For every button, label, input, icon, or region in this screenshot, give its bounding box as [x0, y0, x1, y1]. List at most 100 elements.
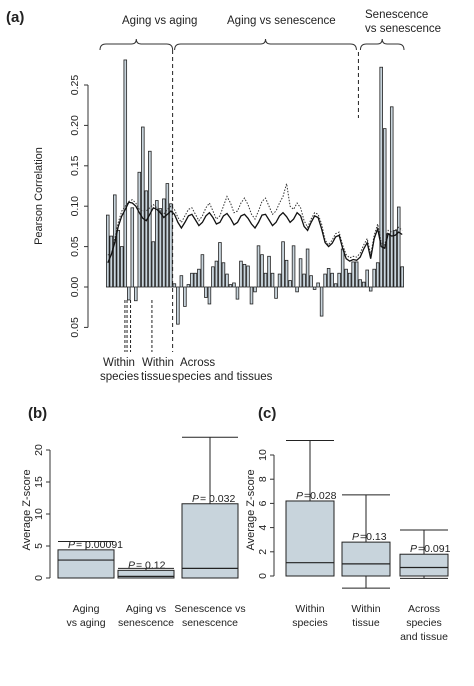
correlation-bar — [260, 254, 264, 288]
correlation-bar — [256, 245, 261, 288]
correlation-bar — [295, 286, 299, 293]
correlation-bar — [197, 268, 201, 288]
correlation-bar — [379, 66, 383, 288]
lines-a — [107, 183, 403, 264]
correlation-bar — [123, 59, 128, 288]
y-tick-label: 2 — [257, 549, 269, 555]
correlation-bar — [323, 273, 327, 288]
group-braces — [99, 38, 405, 51]
panel-b-label: (b) — [28, 405, 47, 422]
correlation-bar — [253, 286, 257, 293]
p-value-label: P — [352, 531, 359, 543]
correlation-bar — [291, 245, 296, 288]
correlation-bar — [193, 272, 198, 288]
correlation-bar — [351, 261, 355, 288]
correlation-bar — [344, 268, 348, 288]
correlation-bar — [284, 259, 289, 288]
correlation-bar — [141, 126, 145, 288]
box-iqr — [181, 503, 239, 579]
solid-line — [107, 201, 403, 264]
dotted-line — [107, 183, 403, 259]
correlation-bar — [361, 281, 366, 288]
category-label: and tissue — [400, 631, 448, 643]
correlation-bar — [337, 272, 341, 288]
sub-label-species-tissues: species and tissues — [172, 371, 273, 383]
correlation-bar — [298, 258, 303, 288]
p-value-number: = 0.12 — [136, 559, 166, 571]
box-iqr — [117, 569, 175, 579]
correlation-bar — [120, 246, 124, 288]
y-axis-a: 0.00 0.05 0.10 0.15 0.20 0.25 0.05 — [69, 75, 89, 338]
correlation-bar — [358, 279, 362, 288]
y-tick-label: 0.05 — [69, 317, 81, 338]
category-label: Senescence vs — [174, 603, 245, 615]
category-label: senescence — [182, 617, 238, 629]
brace-senescence — [359, 38, 405, 51]
group-label-senescence-2: vs senescence — [365, 23, 441, 35]
category-label: Aging vs — [126, 603, 166, 615]
correlation-bar — [179, 275, 184, 288]
correlation-bar — [316, 282, 320, 288]
correlation-bar — [190, 272, 194, 288]
correlation-bar — [281, 241, 285, 288]
correlation-bar — [172, 283, 177, 288]
correlation-bar — [158, 208, 163, 288]
correlation-bar — [319, 286, 324, 317]
correlation-bar — [330, 272, 334, 288]
sub-label-species: species — [100, 371, 139, 383]
category-label: Within — [351, 603, 380, 615]
correlation-bar — [347, 272, 352, 288]
p-value-number: =0.13 — [360, 531, 387, 543]
y-tick-label: 8 — [257, 476, 269, 482]
correlation-bar — [375, 262, 380, 288]
correlation-bar — [144, 190, 149, 288]
correlation-bar — [393, 230, 397, 288]
correlation-bar — [130, 207, 135, 288]
correlation-bar — [137, 171, 142, 288]
y-axis-label-a: Pearson Correlation — [33, 147, 45, 245]
correlation-bar — [127, 286, 131, 301]
dividers-a — [124, 50, 359, 352]
category-label: species — [406, 617, 442, 629]
brace-aging — [99, 38, 174, 51]
group-label-senescence-1: Senescence — [365, 9, 428, 21]
correlation-bar — [333, 283, 338, 288]
p-value-number: =0.028 — [304, 490, 337, 502]
correlation-bar — [270, 272, 275, 288]
sub-label-across: Across — [180, 357, 215, 369]
y-tick-label: 0 — [257, 573, 269, 579]
box-iqr — [57, 549, 115, 579]
y-tick-label: 20 — [33, 444, 45, 456]
y-tick-label: 15 — [33, 476, 45, 488]
y-tick-label: 0.20 — [69, 115, 81, 136]
y-tick-label: 0.05 — [69, 236, 81, 257]
correlation-bar — [239, 260, 243, 288]
box-iqr — [285, 500, 335, 577]
correlation-bar — [267, 255, 271, 288]
sub-label-within-1: Within — [103, 357, 135, 369]
category-label: Across — [408, 603, 440, 615]
correlation-bar — [109, 235, 114, 288]
correlation-bar — [242, 263, 247, 288]
y-tick-label: 5 — [33, 543, 45, 549]
correlation-bar — [228, 284, 233, 288]
panel-a-label: (a) — [6, 9, 24, 26]
group-label-aging-senescence: Aging vs senescence — [227, 15, 336, 27]
y-tick-label: 10 — [257, 449, 269, 461]
correlation-bar — [309, 275, 313, 288]
correlation-bar — [155, 200, 159, 288]
correlation-bar — [354, 261, 359, 288]
bars-a — [106, 59, 404, 325]
correlation-bar — [389, 106, 394, 288]
y-tick-label: 0 — [33, 575, 45, 581]
category-label: senescence — [118, 617, 174, 629]
correlation-bar — [225, 273, 229, 288]
y-axis-label-c: Average Z-score — [245, 469, 257, 550]
correlation-bar — [263, 272, 268, 288]
correlation-bar — [106, 214, 110, 288]
correlation-bar — [204, 286, 208, 298]
correlation-bar — [218, 242, 222, 288]
p-value-number: = 0.032 — [200, 493, 235, 505]
